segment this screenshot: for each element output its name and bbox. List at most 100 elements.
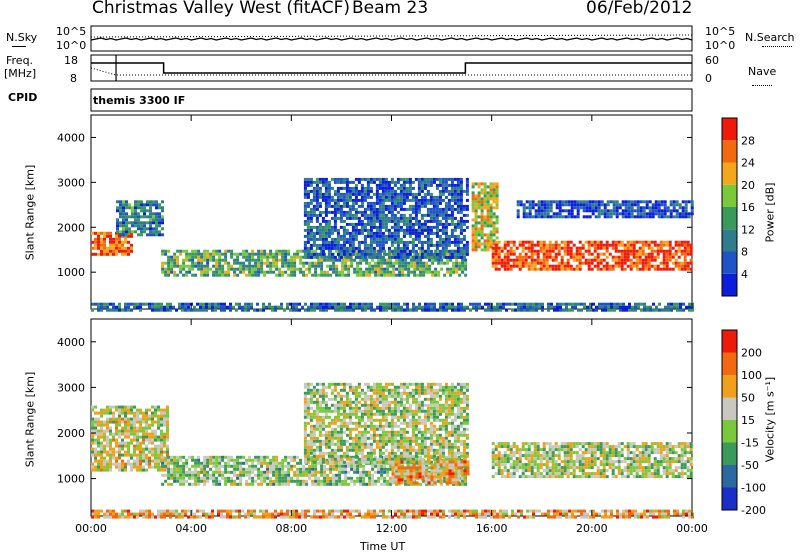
- power-cell: [620, 264, 624, 268]
- power-cell: [559, 308, 562, 312]
- power-cell: [371, 264, 375, 268]
- power-cell: [392, 252, 396, 256]
- power-cell: [477, 227, 481, 231]
- power-cell: [665, 240, 669, 244]
- power-cell: [636, 200, 640, 204]
- power-cell: [516, 200, 520, 204]
- power-cell: [119, 215, 122, 219]
- velocity-cell: [136, 429, 139, 433]
- velocity-cell: [191, 464, 195, 468]
- power-cell: [383, 252, 387, 256]
- velocity-cell: [94, 405, 97, 409]
- power-cell: [260, 252, 264, 256]
- velocity-cell: [239, 482, 243, 486]
- power-cell: [296, 249, 300, 253]
- power-cell: [534, 203, 538, 207]
- power-cell: [495, 218, 499, 222]
- power-cell: [369, 207, 373, 211]
- velocity-cell: [94, 426, 97, 430]
- power-cell: [399, 207, 403, 211]
- power-cell: [309, 210, 313, 214]
- power-cell: [666, 209, 670, 213]
- power-cell: [375, 237, 379, 241]
- power-cell: [593, 246, 597, 250]
- velocity-cell: [377, 476, 381, 480]
- power-cell: [124, 305, 127, 309]
- power-cell: [272, 270, 276, 274]
- power-cell: [164, 270, 168, 274]
- power-cell: [620, 267, 624, 271]
- power-cell: [381, 246, 385, 250]
- power-cell: [161, 267, 165, 271]
- power-cell: [321, 219, 325, 223]
- power-cell: [456, 177, 460, 181]
- power-colorbar-tick: 8: [741, 246, 748, 259]
- power-cell: [333, 198, 337, 202]
- power-cell: [369, 249, 373, 253]
- velocity-cell: [160, 441, 163, 445]
- power-cell: [413, 261, 417, 265]
- power-cell: [434, 249, 438, 253]
- power-cell: [375, 189, 379, 193]
- power-cell: [161, 209, 164, 213]
- power-cell: [483, 182, 487, 186]
- power-cell: [269, 255, 273, 259]
- velocity-cell: [121, 438, 124, 442]
- power-cell: [675, 215, 679, 219]
- velocity-cell: [404, 476, 408, 480]
- velocity-cell: [139, 462, 142, 466]
- power-cell: [497, 258, 501, 262]
- velocity-cell: [124, 420, 127, 424]
- power-cell: [453, 195, 457, 199]
- power-cell: [206, 273, 210, 277]
- power-cell: [420, 252, 424, 256]
- power-cell: [456, 234, 460, 238]
- velocity-cell: [312, 439, 316, 443]
- date-title: 06/Feb/2012: [586, 0, 693, 18]
- velocity-cell: [218, 482, 222, 486]
- velocity-cell: [281, 458, 285, 462]
- power-cell: [293, 273, 297, 277]
- velocity-cell: [275, 476, 279, 480]
- power-cell: [491, 255, 495, 259]
- velocity-cell: [303, 412, 307, 416]
- power-cell: [662, 252, 666, 256]
- velocity-cell: [303, 409, 307, 413]
- power-cell: [654, 206, 658, 210]
- power-cell: [427, 305, 430, 309]
- power-cell: [460, 302, 463, 306]
- power-cell: [175, 308, 178, 312]
- power-cell: [653, 240, 657, 244]
- power-cell: [335, 249, 339, 253]
- power-cell: [289, 308, 292, 312]
- power-cell: [327, 183, 331, 187]
- velocity-cell: [306, 457, 310, 461]
- power-cell: [428, 264, 432, 268]
- power-cell: [647, 252, 651, 256]
- power-cell: [464, 264, 468, 268]
- velocity-cell: [306, 382, 310, 386]
- power-cell: [365, 270, 369, 274]
- power-cell: [170, 267, 174, 271]
- power-cell: [127, 246, 130, 250]
- power-cell: [166, 302, 169, 306]
- velocity-cell: [145, 462, 148, 466]
- power-cell: [492, 197, 496, 201]
- power-cell: [349, 302, 352, 306]
- power-cell: [377, 273, 381, 277]
- power-cell: [112, 243, 115, 247]
- power-cell: [296, 255, 300, 259]
- power-cell: [163, 305, 166, 309]
- power-cell: [351, 198, 355, 202]
- power-cell: [375, 225, 379, 229]
- power-cell: [245, 249, 249, 253]
- velocity-cell: [191, 455, 195, 459]
- velocity-cell: [127, 408, 130, 412]
- velocity-cell: [130, 423, 133, 427]
- power-cell: [691, 308, 694, 312]
- velocity-cell: [109, 432, 112, 436]
- power-cell: [324, 201, 328, 205]
- power-cell: [245, 267, 249, 271]
- power-cell: [336, 237, 340, 241]
- velocity-cell: [383, 476, 387, 480]
